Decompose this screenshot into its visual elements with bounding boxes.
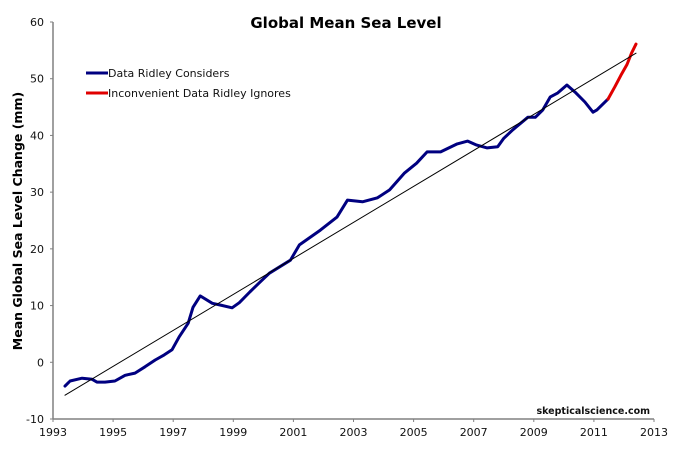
- trend-line: [64, 52, 637, 396]
- legend-label-ignored: Inconvenient Data Ridley Ignores: [108, 87, 291, 100]
- legend: Data Ridley Considers Inconvenient Data …: [86, 67, 291, 100]
- x-tick-label: 2007: [460, 426, 488, 439]
- x-tick-label: 2009: [520, 426, 548, 439]
- y-tick-label: -10: [26, 413, 44, 426]
- chart-title: Global Mean Sea Level: [250, 14, 441, 32]
- y-tick-label: 50: [30, 73, 44, 86]
- y-tick-label: 30: [30, 186, 44, 199]
- x-tick-label: 1997: [159, 426, 187, 439]
- x-tick-label: 2005: [400, 426, 428, 439]
- legend-label-considered: Data Ridley Considers: [108, 67, 230, 80]
- x-tick-label: 2011: [580, 426, 608, 439]
- series-considered-line: [63, 83, 610, 388]
- plot-area: [63, 42, 638, 396]
- x-tick-label: 1995: [99, 426, 127, 439]
- x-tick-label: 1993: [39, 426, 67, 439]
- x-tick-label: 1999: [219, 426, 247, 439]
- y-tick-label: 10: [30, 300, 44, 313]
- x-tick-label: 2003: [340, 426, 368, 439]
- y-tick-label: 0: [37, 356, 44, 369]
- x-tick-label: 2013: [640, 426, 668, 439]
- y-tick-label: 40: [30, 129, 44, 142]
- y-tick-label: 20: [30, 243, 44, 256]
- y-tick-label: 60: [30, 16, 44, 29]
- credit-text: skepticalscience.com: [536, 406, 650, 417]
- series-ignored-line: [606, 42, 638, 101]
- y-axis-label: Mean Global Sea Level Change (mm): [10, 92, 25, 350]
- axes: -10 0 10 20 30 40 50 60 1993 1995 1997 1999 2001 2003…: [26, 16, 668, 439]
- x-tick-label: 2001: [279, 426, 307, 439]
